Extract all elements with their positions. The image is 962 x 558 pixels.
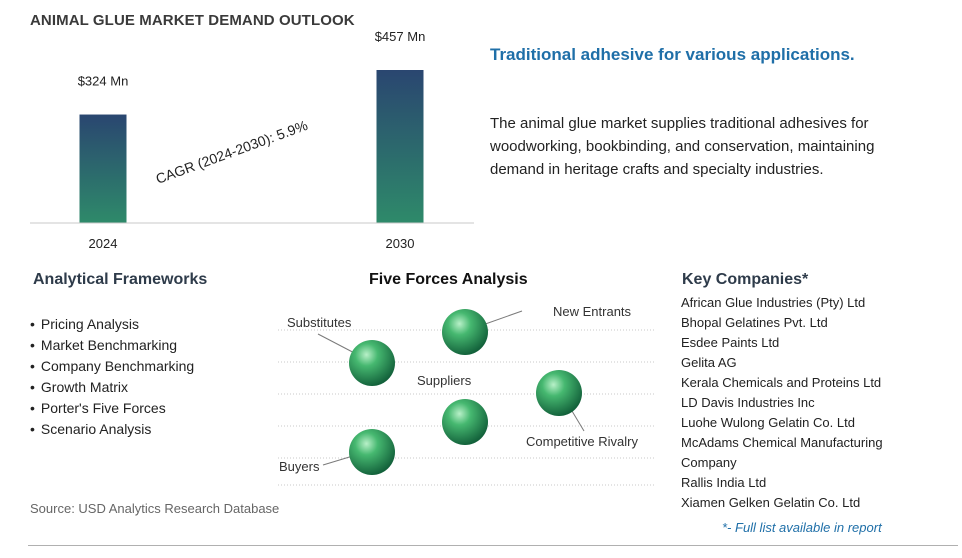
competitive-rivalry-sphere [536,370,582,416]
page-title: ANIMAL GLUE MARKET DEMAND OUTLOOK [30,12,355,29]
category-label: 2024 [89,236,118,251]
list-item: Porter's Five Forces [30,398,194,419]
suppliers-sphere [442,399,488,445]
list-item: Bhopal Gelatines Pvt. Ltd [681,315,828,330]
bar-2024 [79,114,127,223]
source-note: Source: USD Analytics Research Database [30,501,280,516]
list-item: LD Davis Industries Inc [681,395,815,410]
list-item: Rallis India Ltd [681,475,767,490]
value-label: $457 Mn [375,29,426,44]
list-item: Pricing Analysis [30,314,194,335]
category-label: 2030 [386,236,415,251]
value-label: $324 Mn [78,74,129,89]
bar-2030 [376,70,424,223]
new-entrants-label: New Entrants [553,304,632,319]
headline: Traditional adhesive for various applica… [490,45,855,64]
list-item: Company Benchmarking [30,356,194,377]
five-forces-title: Five Forces Analysis [369,271,528,288]
key-companies-title: Key Companies* [682,271,809,288]
list-item: Growth Matrix [30,377,194,398]
new-entrants-sphere [442,309,488,355]
competitive-rivalry-label: Competitive Rivalry [526,434,638,449]
list-item: Esdee Paints Ltd [681,335,780,350]
substitutes-label: Substitutes [287,315,352,330]
full-list-note: *- Full list available in report [722,520,882,535]
list-item: African Glue Industries (Pty) Ltd [681,295,866,310]
substitutes-sphere [349,340,395,386]
frameworks-title: Analytical Frameworks [33,271,208,288]
buyers-sphere [349,429,395,475]
list-item: Gelita AG [681,355,737,370]
key-companies-list: African Glue Industries (Pty) Ltd Bhopal… [681,293,921,513]
buyers-label: Buyers [279,459,320,474]
list-item: Kerala Chemicals and Proteins Ltd [681,375,882,390]
bottom-divider [28,545,958,546]
frameworks-list: Pricing Analysis Market Benchmarking Com… [30,314,194,440]
five-forces-diagram: Substitutes New Entrants Suppliers Compe… [278,304,655,486]
list-item: McAdams Chemical Manufacturing Company [681,435,883,470]
list-item: Xiamen Gelken Gelatin Co. Ltd [681,495,861,510]
list-item: Market Benchmarking [30,335,194,356]
list-item: Scenario Analysis [30,419,194,440]
suppliers-label: Suppliers [417,373,472,388]
list-item: Luohe Wulong Gelatin Co. Ltd [681,415,855,430]
market-description: The animal glue market supplies traditio… [490,115,875,178]
